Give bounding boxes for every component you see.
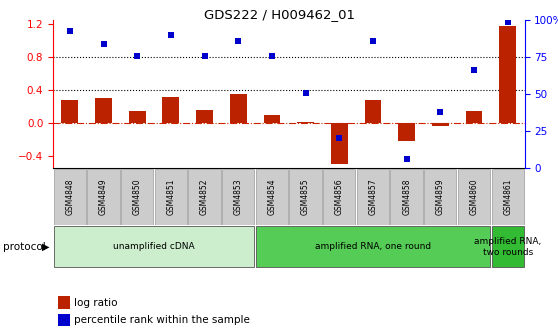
FancyBboxPatch shape (492, 226, 524, 267)
Text: percentile rank within the sample: percentile rank within the sample (74, 316, 250, 325)
Text: amplified RNA, one round: amplified RNA, one round (315, 243, 431, 251)
Bar (499, 26, 516, 123)
FancyBboxPatch shape (155, 169, 187, 224)
FancyBboxPatch shape (54, 169, 86, 224)
Text: GSM4853: GSM4853 (234, 178, 243, 215)
FancyBboxPatch shape (256, 226, 490, 267)
Text: GSM4850: GSM4850 (133, 178, 142, 215)
Text: GDS222 / H009462_01: GDS222 / H009462_01 (204, 8, 354, 22)
FancyBboxPatch shape (357, 169, 389, 224)
Text: GSM4861: GSM4861 (503, 178, 512, 215)
Text: GSM4857: GSM4857 (368, 178, 377, 215)
Bar (398, 123, 415, 141)
Bar (57, 314, 70, 326)
Bar (432, 123, 449, 126)
Text: GSM4851: GSM4851 (166, 178, 175, 215)
FancyBboxPatch shape (492, 169, 524, 224)
Bar (465, 111, 483, 123)
Text: GSM4848: GSM4848 (65, 178, 74, 215)
Text: protocol: protocol (3, 242, 46, 252)
Text: unamplified cDNA: unamplified cDNA (113, 243, 195, 251)
FancyBboxPatch shape (290, 169, 322, 224)
Bar (196, 110, 213, 123)
Text: GSM4849: GSM4849 (99, 178, 108, 215)
FancyBboxPatch shape (424, 169, 456, 224)
Text: log ratio: log ratio (74, 298, 118, 308)
FancyBboxPatch shape (54, 226, 254, 267)
Bar (129, 111, 146, 123)
Text: GSM4859: GSM4859 (436, 178, 445, 215)
Text: amplified RNA,
two rounds: amplified RNA, two rounds (474, 237, 541, 257)
Bar (297, 122, 314, 123)
FancyBboxPatch shape (391, 169, 423, 224)
FancyBboxPatch shape (121, 169, 153, 224)
Text: GSM4856: GSM4856 (335, 178, 344, 215)
Bar (331, 123, 348, 164)
Text: ▶: ▶ (42, 242, 49, 252)
Text: GSM4855: GSM4855 (301, 178, 310, 215)
FancyBboxPatch shape (323, 169, 355, 224)
Bar (95, 98, 112, 123)
Bar (364, 100, 381, 123)
FancyBboxPatch shape (256, 169, 288, 224)
FancyBboxPatch shape (222, 169, 254, 224)
Text: GSM4860: GSM4860 (469, 178, 479, 215)
FancyBboxPatch shape (458, 169, 490, 224)
Text: GSM4858: GSM4858 (402, 178, 411, 215)
FancyBboxPatch shape (189, 169, 221, 224)
Bar (162, 96, 179, 123)
Bar (263, 115, 280, 123)
Bar (61, 100, 78, 123)
Bar (57, 296, 70, 308)
Bar (230, 94, 247, 123)
Text: GSM4854: GSM4854 (267, 178, 276, 215)
FancyBboxPatch shape (88, 169, 120, 224)
Text: GSM4852: GSM4852 (200, 178, 209, 215)
